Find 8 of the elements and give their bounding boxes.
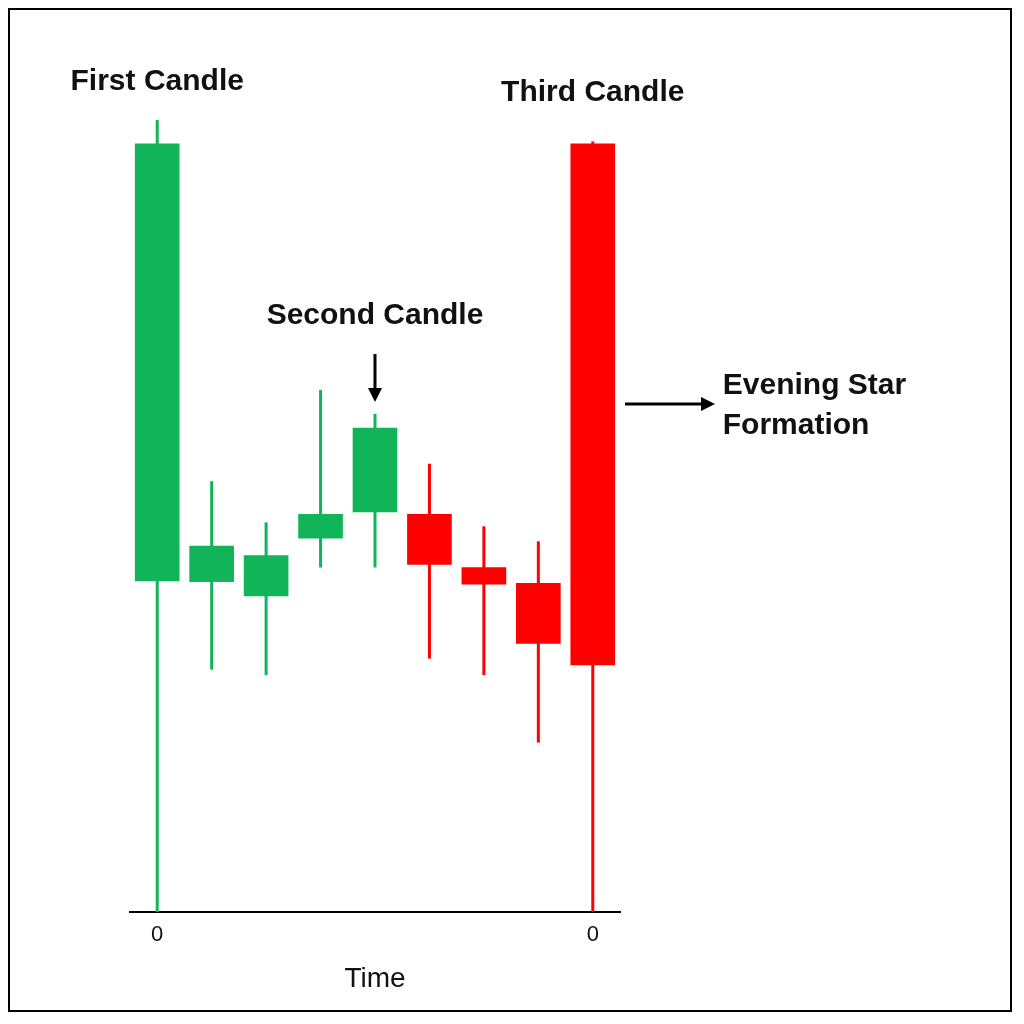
annotation: Second Candle	[266, 296, 484, 330]
x-tick-label: 0	[586, 921, 599, 947]
text: Evening Star Formation	[722, 367, 907, 441]
text: First Candle	[70, 63, 244, 96]
x-axis-title: Time	[344, 961, 406, 993]
candlestick	[461, 526, 507, 677]
text: Third Candle	[501, 74, 685, 108]
x-tick-label: 0	[151, 921, 164, 947]
